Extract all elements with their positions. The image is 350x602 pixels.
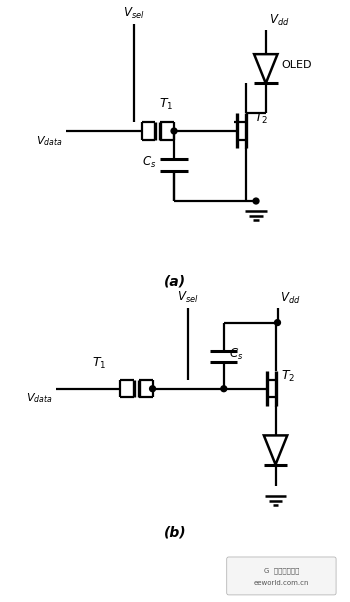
- Text: $V_{sel}$: $V_{sel}$: [123, 6, 145, 21]
- Text: $C_s$: $C_s$: [142, 155, 156, 170]
- Text: $T_1$: $T_1$: [92, 356, 107, 371]
- Circle shape: [171, 128, 177, 134]
- Circle shape: [221, 386, 227, 392]
- Polygon shape: [254, 54, 278, 83]
- Text: (b): (b): [164, 526, 186, 539]
- Text: $V_{sel}$: $V_{sel}$: [177, 290, 198, 305]
- Text: $T_2$: $T_2$: [281, 369, 296, 384]
- Text: (a): (a): [164, 275, 186, 288]
- FancyBboxPatch shape: [227, 557, 336, 595]
- Text: $V_{dd}$: $V_{dd}$: [269, 13, 289, 28]
- Text: eeworld.com.cn: eeworld.com.cn: [254, 580, 309, 586]
- Text: $V_{data}$: $V_{data}$: [36, 134, 63, 147]
- Polygon shape: [264, 435, 287, 465]
- Circle shape: [253, 198, 259, 204]
- Text: OLED: OLED: [281, 60, 312, 70]
- Text: $C_s$: $C_s$: [229, 347, 243, 362]
- Text: $V_{data}$: $V_{data}$: [26, 392, 53, 405]
- Circle shape: [274, 320, 280, 326]
- Text: $T_1$: $T_1$: [159, 96, 174, 111]
- Text: $T_2$: $T_2$: [254, 111, 268, 126]
- Text: $V_{dd}$: $V_{dd}$: [280, 291, 301, 306]
- Text: G  电子工程世界: G 电子工程世界: [264, 567, 299, 574]
- Circle shape: [149, 386, 155, 392]
